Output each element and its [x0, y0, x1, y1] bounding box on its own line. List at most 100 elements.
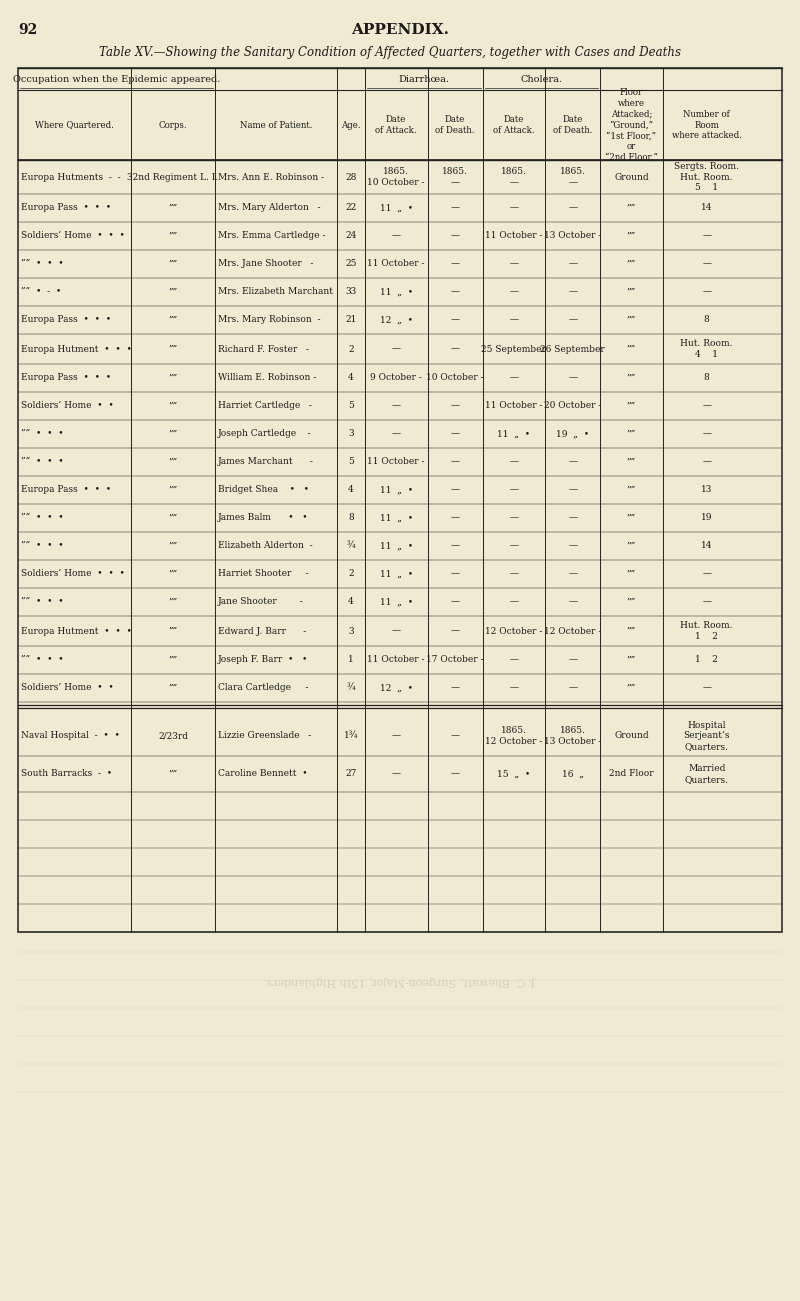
Text: ””: ”” [627, 458, 636, 467]
Text: 12 October -: 12 October - [485, 627, 542, 635]
Text: Date
of Death.: Date of Death. [553, 114, 593, 135]
Text: 11  „  •: 11 „ • [380, 597, 413, 606]
Text: South Barracks  -  •: South Barracks - • [21, 769, 112, 778]
Text: 9 October -: 9 October - [370, 373, 422, 382]
Text: —: — [392, 402, 401, 411]
Text: —: — [450, 597, 459, 606]
Text: ””: ”” [169, 485, 178, 494]
Text: 5: 5 [348, 458, 354, 467]
Text: Lizzie Greenslade   -: Lizzie Greenslade - [218, 731, 311, 740]
Text: —: — [450, 402, 459, 411]
Text: Europa Hutments  -  -: Europa Hutments - - [21, 173, 121, 182]
Text: Ground: Ground [614, 731, 649, 740]
Text: ””: ”” [627, 656, 636, 665]
Text: ””: ”” [169, 316, 178, 324]
Text: ””: ”” [169, 232, 178, 241]
Text: —: — [510, 259, 518, 268]
Text: 11 October -: 11 October - [367, 458, 425, 467]
Text: —: — [702, 288, 711, 297]
Text: —: — [702, 597, 711, 606]
Text: Soldiers’ Home  •  •  •: Soldiers’ Home • • • [21, 570, 125, 579]
Text: Married
Quarters.: Married Quarters. [685, 764, 729, 785]
Text: ””: ”” [627, 316, 636, 324]
Text: Occupation when the Epidemic appeared.: Occupation when the Epidemic appeared. [13, 74, 220, 83]
Text: 33: 33 [346, 288, 357, 297]
Text: 19: 19 [701, 514, 713, 523]
Text: 20 October -: 20 October - [544, 402, 602, 411]
Text: 15  „  •: 15 „ • [498, 769, 530, 778]
Text: ””: ”” [169, 683, 178, 692]
Text: ””  •  •  •: ”” • • • [21, 259, 64, 268]
Text: Jane Shooter        -: Jane Shooter - [218, 597, 304, 606]
Text: Europa Pass  •  •  •: Europa Pass • • • [21, 316, 111, 324]
Text: —: — [510, 656, 518, 665]
Text: 13: 13 [701, 485, 713, 494]
Text: —: — [568, 316, 577, 324]
Text: ””  •  •  •: ”” • • • [21, 429, 64, 438]
Text: 19  „  •: 19 „ • [556, 429, 590, 438]
Text: —: — [568, 458, 577, 467]
Text: —: — [450, 259, 459, 268]
Text: Elizabeth Alderton  -: Elizabeth Alderton - [218, 541, 313, 550]
Text: 21: 21 [346, 316, 357, 324]
Text: —: — [450, 345, 459, 354]
Text: Floor
where
Attacked;
“Ground,”
“1st Floor,”
or
“2nd Floor,”: Floor where Attacked; “Ground,” “1st Flo… [605, 88, 658, 161]
Text: Mrs. Mary Robinson  -: Mrs. Mary Robinson - [218, 316, 321, 324]
Text: 11 October -: 11 October - [485, 402, 542, 411]
Text: —: — [450, 731, 459, 740]
Text: 11  „  •: 11 „ • [380, 514, 413, 523]
Text: 11 October -: 11 October - [367, 656, 425, 665]
Text: —: — [510, 597, 518, 606]
Text: ””  •  •  •: ”” • • • [21, 458, 64, 467]
Text: —: — [450, 570, 459, 579]
Text: 28: 28 [346, 173, 357, 182]
Text: —: — [450, 232, 459, 241]
Text: 8: 8 [704, 316, 710, 324]
Text: ””: ”” [169, 656, 178, 665]
Text: 24: 24 [346, 232, 357, 241]
Text: —: — [450, 458, 459, 467]
Text: Where Quartered.: Where Quartered. [35, 121, 114, 130]
Text: ””: ”” [169, 373, 178, 382]
Text: Number of
Room
where attacked.: Number of Room where attacked. [672, 109, 742, 141]
Text: ””: ”” [627, 570, 636, 579]
Text: 17 October -: 17 October - [426, 656, 484, 665]
Text: ””: ”” [627, 288, 636, 297]
Text: —: — [450, 288, 459, 297]
Text: 32nd Regiment L. I.: 32nd Regiment L. I. [127, 173, 218, 182]
Text: —: — [450, 627, 459, 635]
Text: ¾: ¾ [346, 541, 355, 550]
Text: Mrs. Mary Alderton   -: Mrs. Mary Alderton - [218, 203, 321, 212]
Text: ””: ”” [169, 597, 178, 606]
Text: 11  „  •: 11 „ • [380, 288, 413, 297]
Text: 4: 4 [348, 597, 354, 606]
Text: Europa Hutment  •  •  •: Europa Hutment • • • [21, 627, 132, 635]
Text: ””: ”” [627, 345, 636, 354]
Text: 2/23rd: 2/23rd [158, 731, 188, 740]
Text: ””: ”” [627, 259, 636, 268]
Text: ””: ”” [169, 514, 178, 523]
Text: Ground: Ground [614, 173, 649, 182]
Text: —: — [568, 514, 577, 523]
Text: ¾: ¾ [346, 683, 355, 692]
Text: Harriet Cartledge   -: Harriet Cartledge - [218, 402, 312, 411]
Text: ””: ”” [627, 402, 636, 411]
Text: 11  „  •: 11 „ • [380, 485, 413, 494]
Text: ””: ”” [169, 429, 178, 438]
Text: —: — [392, 731, 401, 740]
Text: Europa Pass  •  •  •: Europa Pass • • • [21, 485, 111, 494]
Text: —: — [510, 541, 518, 550]
Text: ””: ”” [169, 402, 178, 411]
Text: ””: ”” [169, 541, 178, 550]
Text: —: — [702, 429, 711, 438]
Text: —: — [702, 570, 711, 579]
Text: —: — [702, 458, 711, 467]
Text: —: — [510, 514, 518, 523]
Text: 1865.
—: 1865. — [560, 167, 586, 187]
Text: ””: ”” [627, 203, 636, 212]
Text: —: — [392, 232, 401, 241]
Text: 25 September: 25 September [482, 345, 546, 354]
Text: 1865.
12 October -: 1865. 12 October - [485, 726, 542, 745]
Text: Richard F. Foster   -: Richard F. Foster - [218, 345, 309, 354]
Text: 16  „: 16 „ [562, 769, 584, 778]
